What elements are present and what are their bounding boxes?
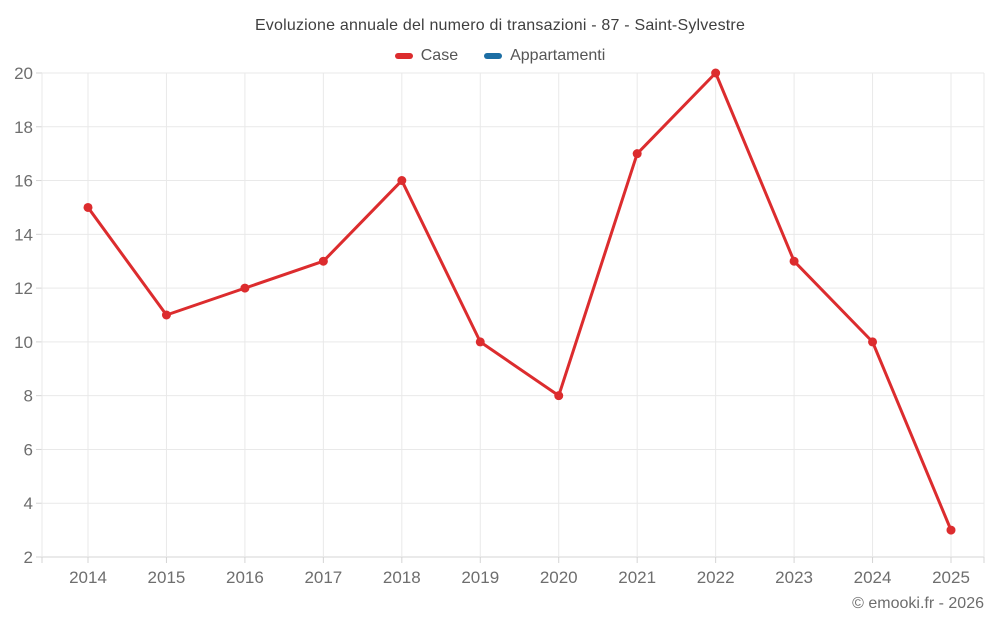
data-point-case-2016[interactable]: [240, 283, 250, 293]
series-line-case: [86, 71, 953, 532]
x-tick-label-2019: 2019: [461, 568, 499, 587]
data-point-case-2020[interactable]: [554, 391, 564, 401]
data-point-case-2017[interactable]: [318, 256, 328, 266]
y-tick-label: 14: [14, 225, 33, 244]
data-point-case-2019[interactable]: [475, 337, 485, 347]
data-point-case-2015[interactable]: [161, 310, 171, 320]
data-point-case-2018[interactable]: [397, 176, 407, 186]
y-tick-label: 18: [14, 118, 33, 137]
x-tick-label-2016: 2016: [226, 568, 264, 587]
y-tick-label: 8: [24, 387, 33, 406]
legend-label-case: Case: [420, 47, 459, 64]
y-tick-label: 20: [14, 64, 33, 83]
x-tick-label-2020: 2020: [540, 568, 578, 587]
data-point-case-2014[interactable]: [83, 202, 93, 212]
y-tick-label: 10: [14, 333, 33, 352]
legend-swatch-case-icon: [394, 53, 413, 59]
y-tick-label: 2: [24, 548, 33, 567]
legend-item-case[interactable]: Case: [394, 47, 459, 65]
data-point-case-2025[interactable]: [946, 525, 956, 535]
x-tick-label-2025: 2025: [932, 568, 970, 587]
legend-label-appartamenti: Appartamenti: [510, 47, 606, 64]
data-point-case-2021[interactable]: [632, 149, 642, 159]
data-point-case-2024[interactable]: [868, 337, 878, 347]
x-tick-label-2014: 2014: [69, 568, 107, 587]
legend-item-appartamenti[interactable]: Appartamenti: [484, 47, 605, 65]
x-tick-label-2018: 2018: [383, 568, 421, 587]
y-tick-label: 6: [24, 440, 33, 459]
x-tick-label-2017: 2017: [304, 568, 342, 587]
x-tick-label-2024: 2024: [854, 568, 892, 587]
data-point-case-2022[interactable]: [711, 68, 721, 78]
y-tick-label: 4: [24, 494, 33, 513]
chart-legend: Case Appartamenti: [0, 47, 1000, 65]
y-tick-label: 16: [14, 172, 33, 191]
x-tick-label-2015: 2015: [148, 568, 186, 587]
x-tick-label-2023: 2023: [775, 568, 813, 587]
data-point-case-2023[interactable]: [789, 256, 799, 266]
x-tick-label-2021: 2021: [618, 568, 656, 587]
y-tick-label: 12: [14, 279, 33, 298]
x-tick-label-2022: 2022: [697, 568, 735, 587]
chart-title: Evoluzione annuale del numero di transaz…: [254, 17, 746, 34]
legend-swatch-appartamenti-icon: [484, 53, 503, 59]
copyright: © emooki.fr - 2026: [852, 595, 984, 612]
